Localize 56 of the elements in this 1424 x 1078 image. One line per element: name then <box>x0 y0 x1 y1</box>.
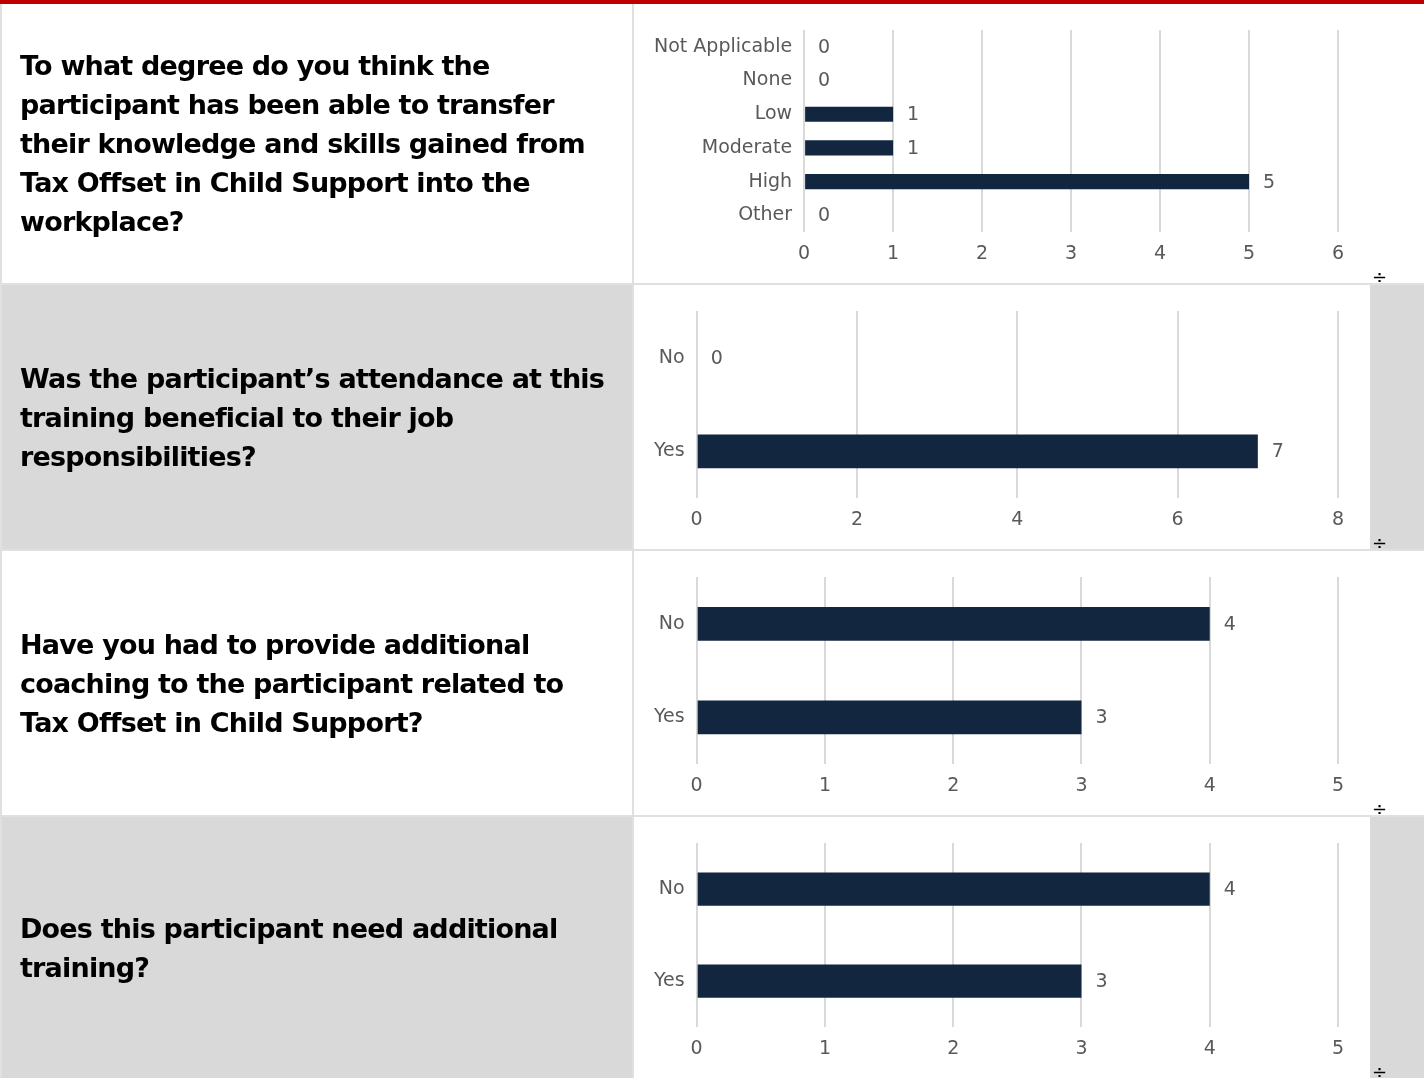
x-tick-label: 1 <box>887 240 900 263</box>
data-label: 0 <box>818 34 831 57</box>
y-tick-label: Yes <box>653 704 685 727</box>
x-tick-label: 8 <box>1331 506 1345 529</box>
text: ÷ <box>1372 532 1388 553</box>
x-tick-label: 2 <box>850 506 864 529</box>
y-tick-label: Moderate <box>701 134 793 157</box>
data-label: 4 <box>1223 611 1236 634</box>
x-tick-label: 0 <box>690 506 703 529</box>
x-tick-label: 0 <box>690 1035 703 1058</box>
data-label: 4 <box>1223 876 1236 899</box>
data-label: 5 <box>1263 169 1276 192</box>
text: To what degree do you think the participant has been able to transfer their knowledge and skills gained from Tax Offset in Child Support into the workplace? <box>20 49 586 239</box>
x-tick-label: 1 <box>818 1035 831 1058</box>
x-tick-label: 4 <box>1203 1035 1216 1058</box>
y-tick-label: No <box>658 610 685 633</box>
y-tick-label: None <box>742 67 793 90</box>
x-tick-label: 2 <box>976 240 989 263</box>
data-label: 0 <box>818 68 831 91</box>
text: ÷ <box>1372 266 1388 287</box>
text: ÷ <box>1372 1061 1388 1078</box>
data-label: 3 <box>1095 969 1108 992</box>
data-label: 1 <box>907 135 920 158</box>
x-tick-label: 2 <box>947 772 960 795</box>
x-tick-label: 0 <box>798 240 811 263</box>
x-tick-label: 4 <box>1011 506 1024 529</box>
text: Does this participant need additional training? <box>20 911 559 985</box>
data-label: 0 <box>818 203 831 226</box>
y-tick-label: High <box>748 168 793 191</box>
x-tick-label: 3 <box>1075 1035 1088 1058</box>
data-label: 1 <box>907 102 920 125</box>
y-tick-label: Other <box>738 202 793 225</box>
x-tick-label: 5 <box>1331 772 1345 795</box>
data-label: 7 <box>1271 439 1284 462</box>
data-label: 3 <box>1095 705 1108 728</box>
x-tick-label: 6 <box>1331 240 1345 263</box>
y-tick-label: Not Applicable <box>654 33 793 56</box>
x-tick-label: 4 <box>1203 772 1216 795</box>
y-tick-label: Yes <box>653 438 685 461</box>
text: ÷ <box>1372 798 1388 819</box>
text: Was the participant’s attendance at this training beneficial to their job responsibilities? <box>20 361 606 474</box>
data-label: 0 <box>710 345 723 368</box>
text: Have you had to provide additional coaching to the participant related to Tax Offset in Child Support? <box>20 627 565 740</box>
x-tick-label: 6 <box>1171 506 1184 529</box>
x-tick-label: 0 <box>690 772 703 795</box>
y-tick-label: Low <box>754 101 793 124</box>
y-tick-label: Yes <box>653 968 685 991</box>
x-tick-label: 4 <box>1153 240 1167 263</box>
x-tick-label: 3 <box>1075 772 1088 795</box>
x-tick-label: 2 <box>947 1035 960 1058</box>
x-tick-label: 5 <box>1242 240 1256 263</box>
x-tick-label: 3 <box>1065 240 1078 263</box>
x-tick-label: 1 <box>818 772 831 795</box>
x-tick-label: 5 <box>1331 1035 1345 1058</box>
y-tick-label: No <box>658 875 685 898</box>
y-tick-label: No <box>658 344 685 367</box>
